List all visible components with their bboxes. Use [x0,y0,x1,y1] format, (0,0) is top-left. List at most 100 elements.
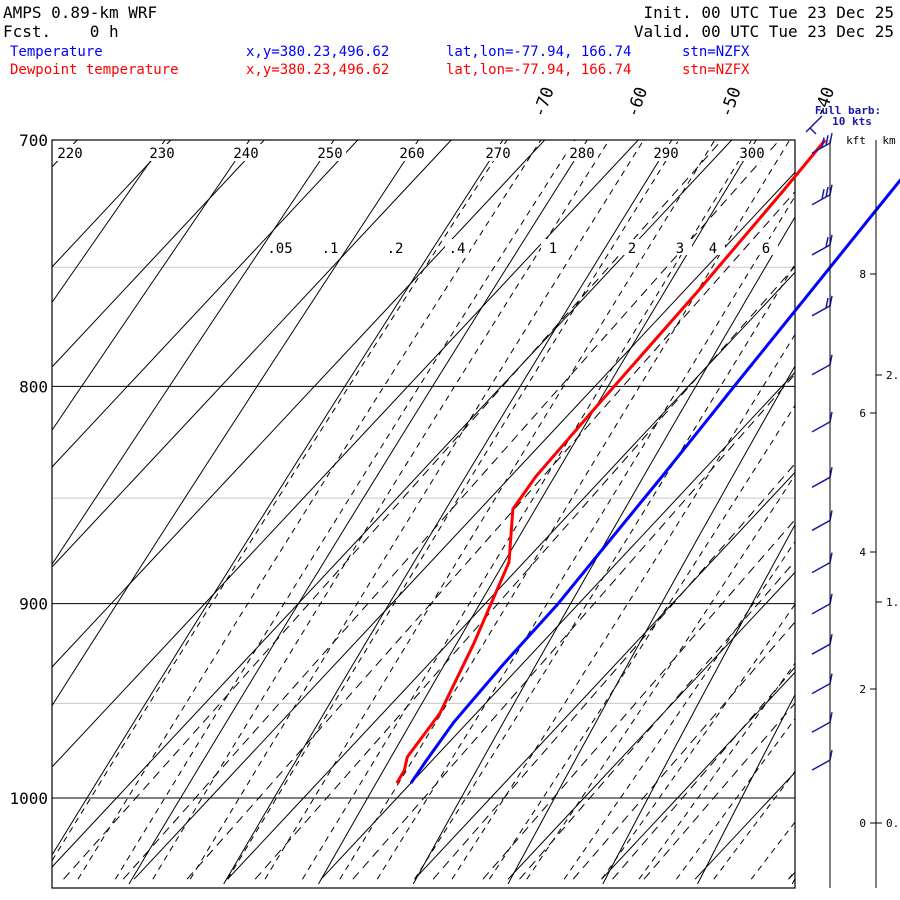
isotherm-line [227,797,304,880]
wind-barb [811,712,833,733]
wind-barb [811,593,833,615]
wind-barb-staff [811,476,831,488]
wind-barb [811,132,833,154]
isotherm-line [414,797,491,880]
legend-temperature-stn: stn=NZFX [682,44,750,60]
mixing-ratio-label: .2 [387,241,404,257]
km-label: km [882,134,896,147]
moist-adiabat-line [189,140,645,880]
isotherm-line [865,140,900,798]
dry-adiabat-line [128,140,588,885]
dry-adiabat-line [507,365,795,885]
wind-barb-staff [811,682,831,695]
mixing-ratio-label: 6 [762,241,770,257]
wind-barb [811,510,833,532]
wind-barb [811,354,833,376]
init-line: Init. 00 UTC Tue 23 Dec 25 [643,3,894,22]
kft-tick-label: 4 [859,546,866,559]
isotherm-line [490,471,795,799]
dry-adiabat-label: 230 [149,146,174,162]
wind-barb-staff [811,305,831,317]
moist-adiabat-line [675,717,795,880]
wind-barb-flag [821,137,825,148]
kft-tick-label: 6 [859,407,866,420]
moist-adiabat-line [638,662,795,880]
kft-tick-label: 8 [859,268,866,281]
wind-barb-staff [811,603,831,615]
wind-barb [811,749,833,771]
isotherm-line [882,798,900,879]
isotherm-line [52,140,78,168]
dry-adiabat-label: 240 [233,146,258,162]
dry-adiabat-label: 270 [485,146,510,162]
isotherm-line [133,797,211,880]
isotherm-line [396,371,795,799]
moist-adiabat-line [77,140,542,880]
wind-barb-staff [811,643,831,655]
wind-barb-flag [825,135,829,146]
dry-adiabat-line [697,693,795,885]
temperature-tick-label: -60 [623,84,652,120]
legend-temperature-latlon: lat,lon=-77.94, 166.74 [446,44,632,60]
dry-adiabat-line [52,140,419,707]
isotherm-line [209,171,795,799]
moist-adiabat-line [152,140,610,880]
moist-adiabat-line [301,140,753,880]
isotherm-line [601,797,678,880]
km-tick-label: 1. [886,596,899,609]
pressure-tick-label: 700 [19,131,48,150]
isotherm-line [694,797,772,880]
wind-barb-flag [821,188,825,200]
temperature-tick-label: -70 [529,84,558,120]
pressure-tick-label: 1000 [9,789,48,808]
isotherm-line [52,140,172,268]
mixing-ratio-label: 2 [628,241,636,257]
dry-adiabat-label: 260 [399,146,424,162]
moist-adiabat-line [451,333,795,880]
barb-note-line2: 10 kts [832,115,872,128]
legend-temperature-xy: x,y=380.23,496.62 [246,44,390,60]
isotherm-line [52,140,265,368]
mixing-ratio-line [254,265,795,880]
wind-barb-flag [825,297,829,309]
wind-barb [811,411,833,433]
moist-adiabat-line [114,140,576,880]
moist-adiabat-line [264,140,716,880]
wind-barb-staff [811,421,831,433]
pressure-tick-label: 800 [19,377,48,396]
legend-dewpoint-name: Dewpoint temperature [10,62,179,78]
dewpoint-profile-line [395,139,827,784]
dry-adiabat-label: 250 [317,146,342,162]
legend-dewpoint-stn: stn=NZFX [682,62,750,78]
barb-note-line1: Full barb: [815,104,881,117]
wind-barb-staff [811,244,831,256]
moist-adiabat-line [563,540,795,880]
dry-adiabat-label: 280 [569,146,594,162]
temperature-profile-line [409,178,900,785]
dry-adiabat-line [223,140,673,885]
wind-barb-column [811,132,833,771]
isotherm-line [52,140,639,768]
moist-adiabat-line [227,140,680,880]
isotherm-line [507,797,585,880]
legend-dewpoint-latlon: lat,lon=-77.94, 166.74 [446,62,632,78]
barb-note-sample-barb [805,115,823,135]
wind-barb [811,234,833,256]
wind-barb-staff [811,721,831,733]
kft-label: kft [846,134,866,147]
isotherm-line [677,671,795,799]
isotherm-line [52,140,452,568]
dry-adiabat-line [52,140,335,566]
dry-adiabat-label: 290 [653,146,678,162]
legend-temperature-name: Temperature [10,44,103,60]
isotherm-line [788,871,795,880]
mixing-ratio-label: .1 [322,241,339,257]
moist-adiabat-line [376,195,795,880]
moist-adiabat-line [488,404,795,880]
dry-adiabat-line [52,140,504,856]
fcst-line: Fcst. 0 h [3,22,119,41]
valid-line: Valid. 00 UTC Tue 23 Dec 25 [633,22,894,41]
dry-adiabat-label: 220 [57,146,82,162]
moist-adiabat-line [52,140,508,862]
